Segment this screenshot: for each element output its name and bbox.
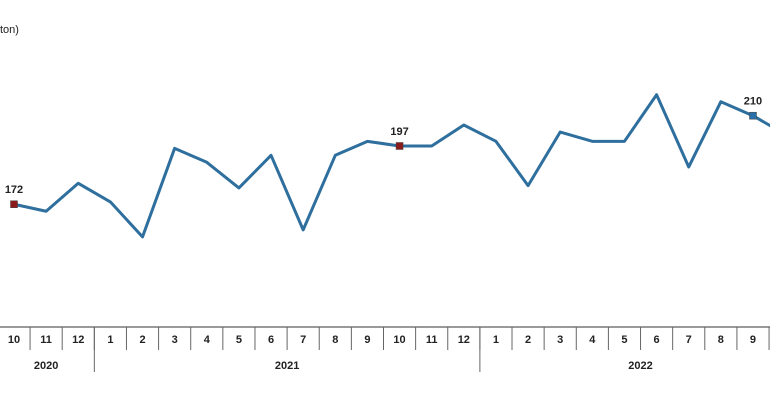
x-tick-label: 11 — [40, 334, 52, 346]
x-tick-label: 4 — [204, 334, 211, 346]
series-line — [13, 93, 770, 239]
x-tick-label: 12 — [458, 334, 470, 346]
x-tick-label: 5 — [621, 334, 627, 346]
x-tick-label: 8 — [332, 334, 338, 346]
x-tick-label: 7 — [686, 334, 692, 346]
year-label: 2021 — [275, 360, 299, 372]
x-tick-label: 1 — [107, 334, 113, 346]
x-tick-label: 4 — [589, 334, 596, 346]
x-tick-label: 3 — [557, 334, 563, 346]
x-tick-label: 5 — [236, 334, 242, 346]
point-marker — [749, 111, 757, 120]
x-tick-label: 11 — [426, 334, 438, 346]
x-tick-label: 10 — [8, 334, 20, 346]
x-tick-label: 9 — [364, 334, 370, 346]
x-tick-label: 2 — [139, 334, 145, 346]
year-label: 2020 — [34, 360, 58, 372]
x-tick-label: 10 — [393, 334, 405, 346]
x-tick-label: 9 — [750, 334, 756, 346]
data-label: 172 — [5, 184, 23, 196]
x-tick-label: 1 — [493, 334, 499, 346]
data-label: 210 — [744, 96, 762, 108]
x-tick-label: 3 — [172, 334, 178, 346]
x-tick-label: 6 — [654, 334, 660, 346]
y-axis-label: ton) — [0, 24, 19, 36]
x-tick-label: 7 — [300, 334, 306, 346]
point-marker — [395, 142, 404, 150]
x-tick-label: 6 — [268, 334, 274, 346]
x-tick-label: 12 — [72, 334, 84, 346]
point-marker — [10, 200, 18, 208]
x-tick-label: 8 — [718, 334, 724, 346]
x-tick-label: 2 — [525, 334, 531, 346]
year-label: 2022 — [628, 360, 652, 372]
data-label: 197 — [390, 126, 408, 138]
